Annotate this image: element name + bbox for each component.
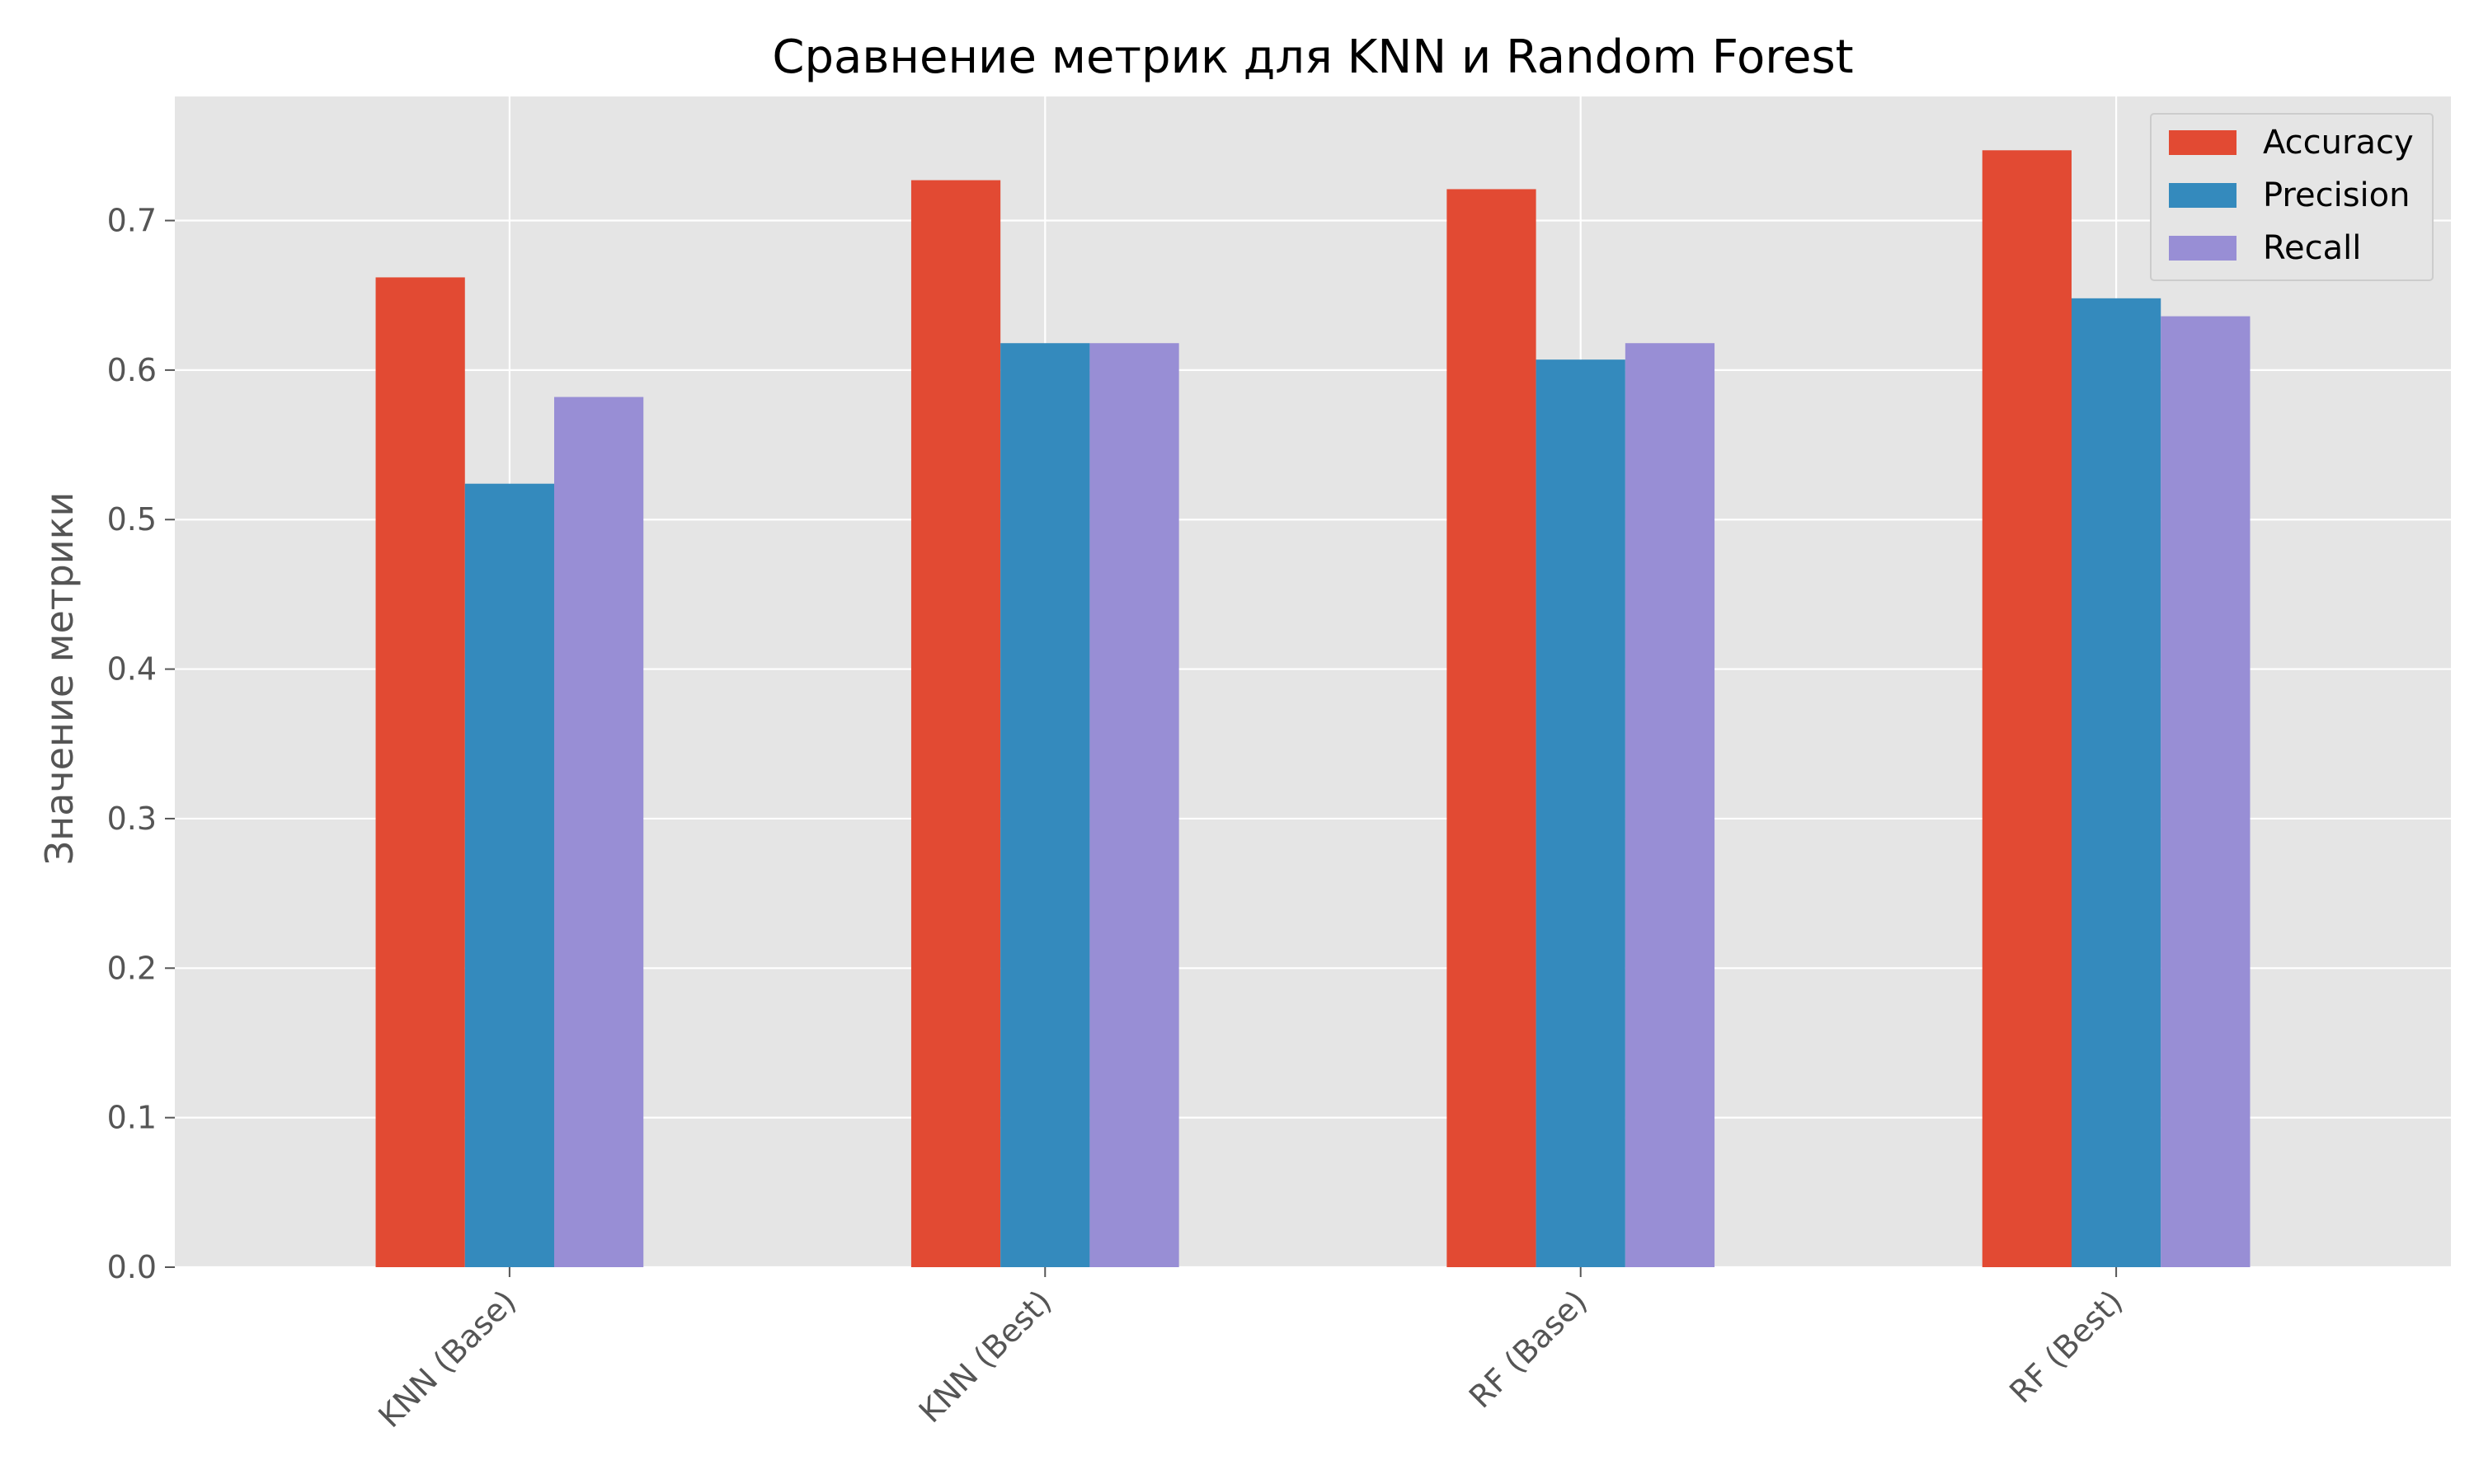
y-tick-label: 0.6 [107,352,157,388]
bar-precision [2072,298,2161,1267]
bar-recall [554,397,644,1267]
bar-precision [464,483,554,1267]
y-tick-label: 0.3 [107,801,157,837]
legend-swatch-recall [2169,236,2236,261]
y-axis: 0.0 0.1 0.2 0.3 0.4 0.5 0.6 0.7 [107,203,175,1285]
bar-accuracy [375,277,465,1268]
bar-recall [1089,343,1179,1268]
bar-accuracy [910,180,1001,1267]
legend-swatch-precision [2169,183,2236,208]
y-tick-label: 0.5 [107,501,157,538]
legend: Accuracy Precision Recall [2150,113,2434,281]
legend-label-recall: Recall [2263,229,2361,267]
bar-accuracy [1446,189,1536,1267]
legend-swatch-accuracy [2169,130,2236,155]
legend-label-accuracy: Accuracy [2263,124,2414,162]
y-axis-label: Значение метрики [37,492,82,866]
bar-precision [1000,343,1090,1268]
y-tick-label: 0.4 [107,651,157,688]
y-tick-label: 0.7 [107,203,157,239]
y-tick-label: 0.0 [107,1249,157,1285]
bar-accuracy [1982,150,2072,1267]
legend-label-precision: Precision [2263,176,2410,214]
chart-title: Сравнение метрик для KNN и Random Forest [772,31,1853,84]
bar-precision [1536,359,1625,1267]
bar-recall [1625,343,1715,1268]
y-tick-label: 0.1 [107,1100,157,1136]
y-tick-label: 0.2 [107,950,157,986]
bars [375,150,2251,1268]
bar-recall [2161,316,2251,1267]
